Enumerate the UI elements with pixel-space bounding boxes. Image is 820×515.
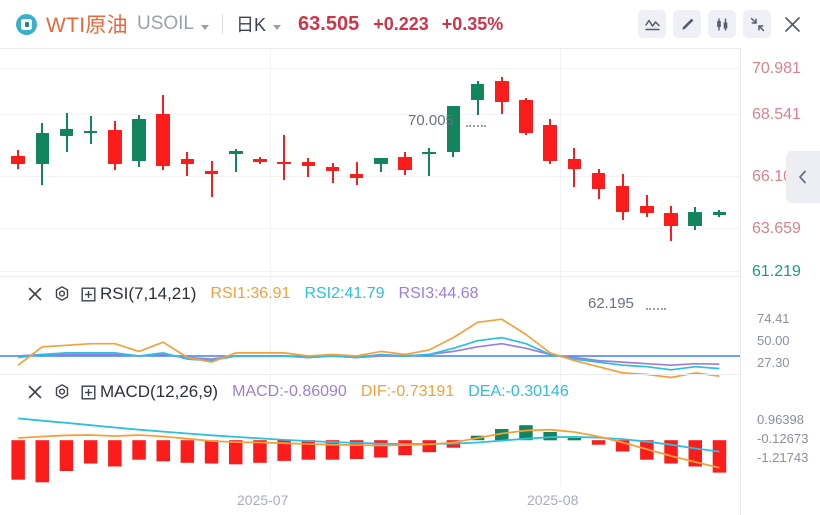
gridline	[0, 114, 740, 115]
rsi-axis-label: 50.00	[757, 333, 790, 348]
draw-pencil-icon[interactable]	[673, 10, 701, 38]
macd-bar	[277, 440, 291, 461]
macd-axis-label: -0.12673	[757, 431, 809, 446]
rsi-line-series	[0, 318, 740, 379]
chart-canvas-area[interactable]: 70.005 62.195 70.981 68.541 66.100 63.65…	[0, 48, 820, 515]
macd-panel-header: MACD(12,26,9) MACD:-0.86090 DIF:-0.73191…	[26, 380, 569, 404]
last-price: 63.505	[298, 12, 360, 35]
gridline	[0, 271, 740, 272]
dea-value: DEA:-0.30146	[468, 383, 569, 400]
macd-bar	[519, 425, 533, 441]
macd-title: MACD(12,26,9)	[100, 382, 219, 401]
rsi1-value: RSI1:36.91	[210, 285, 291, 302]
macd-bar	[59, 440, 74, 471]
rsi2-value: RSI2:41.79	[304, 285, 385, 302]
price-panel-top-border	[0, 48, 740, 49]
price-change-percent: +0.35%	[441, 13, 504, 34]
macd-bar	[422, 440, 436, 453]
macd-plus-box-icon[interactable]	[80, 384, 97, 401]
macd-bar	[301, 440, 316, 460]
vertical-gridline	[560, 48, 561, 486]
high-annotation-label: 70.005	[408, 112, 454, 129]
rsi-gear-icon[interactable]	[53, 285, 71, 303]
low-annotation-label: 62.195	[588, 295, 634, 312]
vertical-gridline	[270, 48, 271, 486]
macd-bar	[180, 440, 195, 463]
gridline	[0, 68, 740, 69]
time-axis-label: 2025-07	[237, 492, 289, 508]
price-axis-label: 68.541	[752, 106, 801, 123]
rsi3-value: RSI3:44.68	[398, 285, 479, 302]
macd-axis-label: -1.21743	[757, 450, 809, 465]
period-chevron-down-icon[interactable]	[273, 24, 282, 30]
dif-value: DIF:-0.73191	[360, 383, 455, 400]
candlestick-type-icon[interactable]	[708, 10, 736, 38]
rsi-close-icon[interactable]	[26, 285, 44, 303]
symbol-name: WTI原油	[46, 14, 128, 37]
macd-bar	[156, 440, 170, 462]
macd-bar	[229, 440, 243, 465]
shrink-icon[interactable]	[743, 10, 771, 38]
price-axis-label: 70.981	[752, 60, 801, 77]
macd-axis-label: 0.96398	[757, 412, 804, 427]
rsi-plus-box-icon[interactable]	[80, 286, 97, 303]
macd-bar	[543, 432, 557, 441]
macd-bar	[495, 429, 509, 441]
period-selector-label[interactable]: 日K	[236, 15, 267, 35]
macd-bar	[567, 438, 582, 441]
gridline	[0, 176, 740, 177]
macd-close-icon[interactable]	[26, 383, 44, 401]
rsi-axis-label: 74.41	[757, 311, 790, 326]
macd-bar	[108, 440, 122, 467]
macd-bar	[712, 440, 727, 473]
price-axis-label: 63.659	[752, 220, 801, 237]
close-icon[interactable]	[778, 10, 806, 38]
chevron-down-icon[interactable]	[201, 24, 210, 30]
macd-gear-icon[interactable]	[53, 383, 71, 401]
chart-header: WTI原油 USOIL 日K 63.505 +0.223 +0.35%	[0, 0, 820, 48]
macd-value: MACD:-0.86090	[232, 383, 347, 400]
macd-bar	[204, 440, 219, 464]
macd-bar	[253, 440, 267, 463]
macd-bar	[35, 440, 49, 483]
macd-bar	[83, 440, 98, 464]
rsi-panel-top-border	[0, 276, 740, 277]
price-axis-divider	[740, 48, 741, 515]
macd-bar	[591, 440, 606, 445]
rsi-axis-label: 27.30	[757, 355, 790, 370]
header-divider	[222, 14, 224, 34]
time-axis-label: 2025-08	[527, 492, 579, 508]
low-annotation-line	[646, 308, 666, 310]
macd-panel-top-border	[0, 374, 740, 375]
price-axis-label: 61.219	[752, 263, 801, 280]
macd-histogram-series	[11, 417, 727, 483]
macd-bar	[688, 440, 702, 467]
rsi-title: RSI(7,14,21)	[100, 284, 197, 303]
symbol-code: USOIL	[136, 13, 195, 34]
chevron-left-icon[interactable]	[786, 151, 820, 203]
macd-bar	[132, 440, 146, 460]
indicator-icon[interactable]	[638, 10, 666, 38]
high-annotation-line	[466, 125, 486, 127]
rsi-panel-header: RSI(7,14,21) RSI1:36.91 RSI2:41.79 RSI3:…	[26, 282, 479, 306]
macd-bar	[398, 440, 412, 456]
gridline	[0, 228, 740, 229]
price-change: +0.223	[373, 13, 429, 34]
macd-bar	[11, 440, 25, 480]
macd-bar	[615, 440, 630, 452]
wti-oil-logo-icon	[16, 13, 37, 35]
